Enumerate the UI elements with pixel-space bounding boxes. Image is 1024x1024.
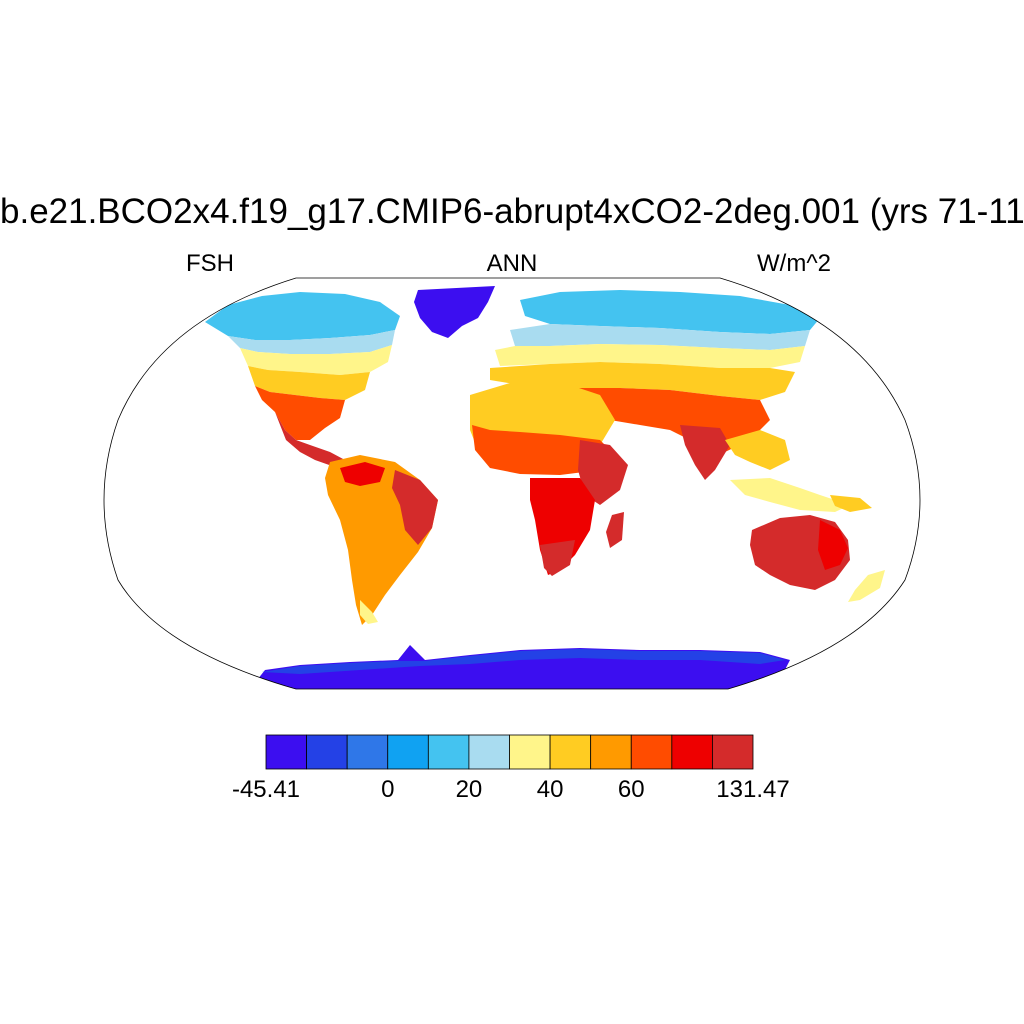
eurasia-north — [520, 290, 820, 334]
units-label: W/m^2 — [757, 250, 831, 277]
colorbar-tick-label: 0 — [381, 776, 395, 803]
greenland — [414, 286, 495, 338]
colorbar-tick-label: 131.47 — [716, 776, 790, 803]
variable-label: FSH — [186, 250, 234, 277]
colorbar-box — [265, 734, 307, 770]
new-zealand — [848, 570, 885, 602]
colorbar-box — [346, 734, 389, 770]
south-america-tip — [360, 600, 378, 624]
colorbar-box — [468, 734, 510, 770]
season-label: ANN — [486, 250, 538, 277]
eurasia-yellow — [495, 344, 805, 368]
southeast-asia — [725, 430, 790, 470]
south-america-north — [340, 462, 385, 486]
colorbar-box — [590, 734, 632, 770]
south-america-east — [392, 470, 438, 545]
colorbar-box — [630, 734, 673, 770]
colorbar-box — [306, 734, 348, 770]
antarctica-coast — [262, 649, 785, 674]
eurasia-mid — [510, 324, 810, 350]
new-guinea — [830, 495, 872, 512]
africa-southern-tip — [540, 540, 575, 576]
colorbar — [265, 734, 754, 770]
colorbar-tick-label: 20 — [455, 776, 483, 803]
land-fill — [205, 286, 885, 689]
colorbar-tick-label: 60 — [617, 776, 645, 803]
colorbar-box — [387, 734, 429, 770]
colorbar-box — [712, 734, 754, 770]
colorbar-box — [671, 734, 713, 770]
globe-outline — [103, 277, 921, 690]
north-america-south — [255, 386, 345, 440]
north-america-orange — [248, 366, 370, 400]
north-america-north — [205, 292, 400, 340]
india — [680, 425, 730, 480]
africa-east — [578, 440, 628, 505]
colorbar-box — [509, 734, 551, 770]
mexico — [275, 412, 345, 466]
north-america-mid — [228, 330, 395, 354]
indonesia — [730, 478, 850, 512]
colorbar-box — [427, 734, 470, 770]
map-title: b.e21.BCO2x4.f19_g17.CMIP6-abrupt4xCO2-2… — [0, 192, 1024, 231]
australia-east — [818, 520, 848, 570]
colorbar-tick-label: 40 — [536, 776, 564, 803]
colorbar-box — [549, 734, 592, 770]
north-america-yellow — [240, 345, 392, 375]
colorbar-tick-label: -45.41 — [231, 776, 301, 803]
eurasia-orange — [490, 362, 795, 400]
madagascar — [606, 512, 624, 548]
